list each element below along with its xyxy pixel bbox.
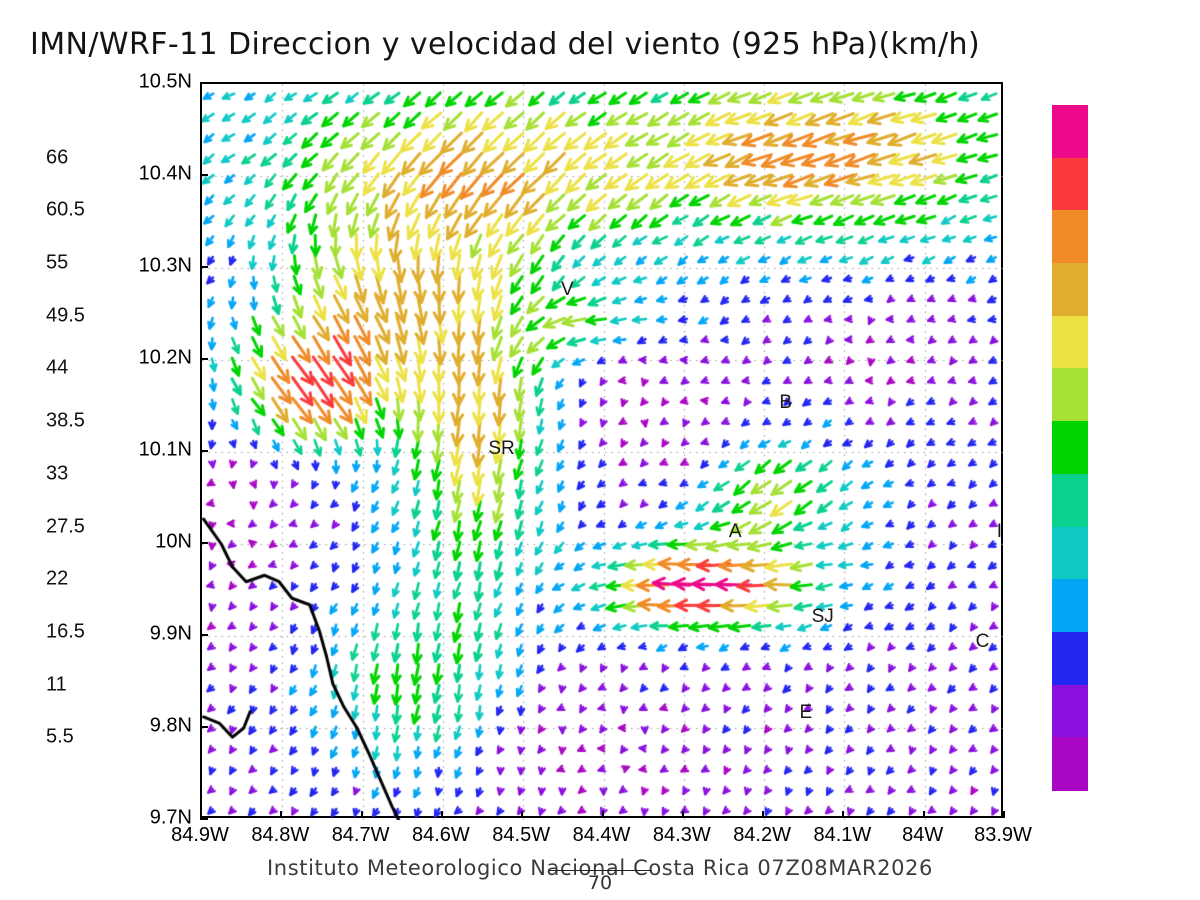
colorbar-tick-label: 11 [46,673,67,696]
x-axis-tick [762,811,765,818]
y-axis-tick [200,818,208,820]
colorbar-band [1052,737,1088,791]
footer-credit: Instituto Meteorologico Nacional Costa R… [267,856,933,880]
x-axis-tick [842,811,845,818]
x-axis-tick-label: 83.9W [974,824,1032,846]
colorbar-band [1052,579,1088,633]
x-axis-tick-label: 84.1W [813,824,872,846]
y-axis-tick-label: 10.2N [138,346,192,369]
y-axis-tick [200,82,208,84]
y-axis-tick [200,542,208,544]
colorbar-tick-label: 27.5 [46,515,85,538]
x-axis-tick [280,811,283,818]
y-axis-tick-label: 9.8N [149,714,192,737]
x-axis-tick-label: 84.5W [492,824,551,846]
x-axis-tick-label: 84W [902,824,944,846]
colorbar-tick-label: 55 [46,251,69,274]
colorbar-tick-label: 60.5 [46,198,85,221]
y-axis-tick [200,358,208,360]
page-title: IMN/WRF-11 Direccion y velocidad del vie… [30,27,981,62]
colorbar-tick-label: 49.5 [46,304,85,327]
x-axis-tick [440,811,443,818]
x-axis-tick [1003,811,1005,818]
x-axis-tick [681,811,684,818]
colorbar-tick-label: 38.5 [46,409,85,432]
colorbar-band [1052,684,1088,738]
colorbar-tick-label: 44 [46,356,69,379]
y-axis-tick [200,634,208,636]
colorbar-band [1052,210,1088,264]
colorbar-band [1052,157,1088,211]
x-axis-tick-label: 84.6W [411,824,470,846]
x-axis-tick-label: 84.3W [652,824,711,846]
x-axis-tick-label: 84.8W [251,824,310,846]
speed-colorbar [1052,105,1088,791]
y-axis-tick-label: 9.7N [149,806,192,829]
y-axis-tick [200,266,208,268]
x-axis-tick-label: 84.9W [171,824,229,846]
colorbar-band [1052,315,1088,370]
y-axis-tick [200,726,208,728]
colorbar-band [1052,473,1088,528]
x-axis-tick [922,811,925,818]
x-axis-tick-label: 84.4W [572,824,631,846]
colorbar-band [1052,105,1088,159]
x-axis-tick [601,811,604,818]
colorbar-tick-label: 16.5 [46,620,85,643]
colorbar-band [1052,526,1088,580]
colorbar-band [1052,263,1088,317]
colorbar-tick-label: 33 [46,462,69,485]
x-axis-tick [521,811,524,818]
coastline-layer [202,84,1005,820]
colorbar-tick-label: 22 [46,567,69,590]
x-axis-tick [360,811,363,818]
stamp-rule [548,870,652,871]
y-axis-tick [200,174,208,176]
y-axis-tick [200,450,208,452]
map-plot-area: V SR B A SJ C E I [200,82,1005,820]
stamp-number: 70 [587,872,613,894]
x-axis-tick-label: 84.2W [733,824,791,846]
y-axis-tick-label: 10.5N [138,70,192,93]
colorbar-tick-label: 5.5 [46,725,74,748]
colorbar-band [1052,421,1088,475]
y-axis-tick-label: 10.3N [138,254,192,277]
x-axis-tick-label: 84.7W [331,824,390,846]
y-axis-tick-label: 10N [155,530,192,553]
colorbar-band [1052,368,1088,422]
y-axis-tick-label: 10.1N [138,438,192,461]
y-axis-tick-label: 10.4N [138,162,192,185]
colorbar-band [1052,631,1088,686]
colorbar-tick-label: 66 [46,146,69,169]
y-axis-tick-label: 9.9N [149,622,192,645]
x-axis-tick [200,811,202,818]
